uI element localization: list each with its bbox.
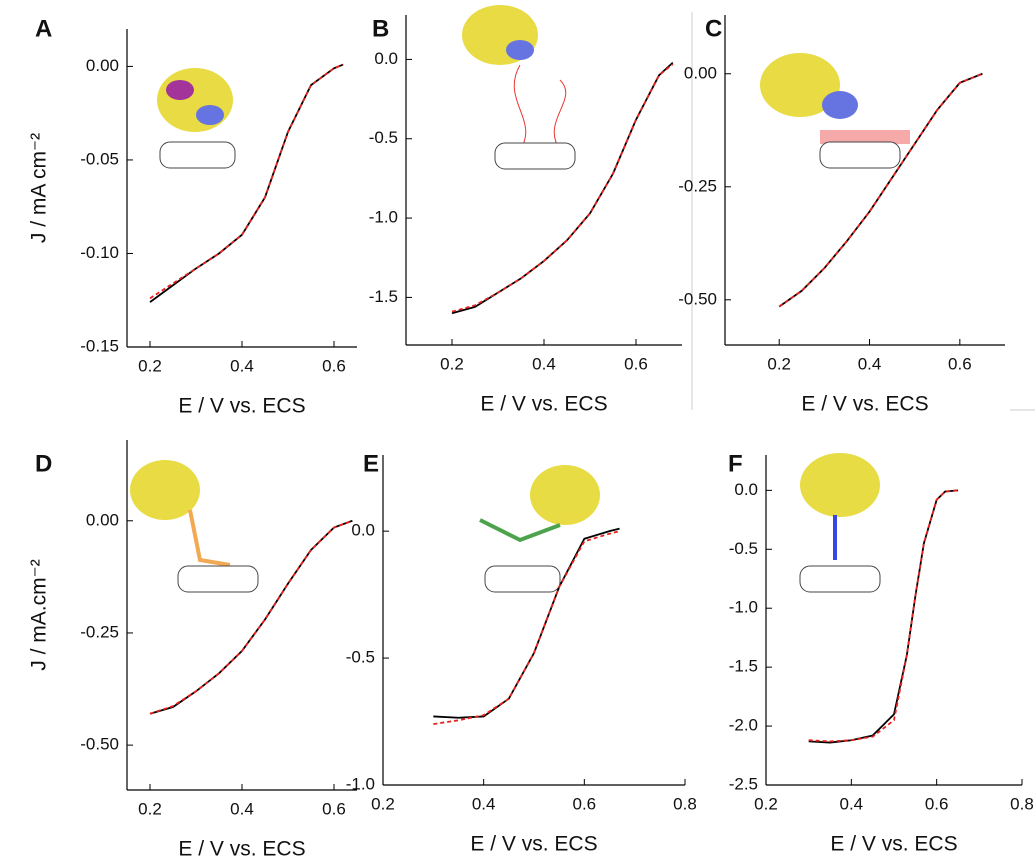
- enzyme-part: [166, 80, 194, 100]
- y-axis-title: J / mA cm⁻²: [28, 133, 51, 243]
- nanotube: [159, 141, 236, 169]
- y-tick-label: -0.25: [678, 176, 717, 195]
- y-tick-label: -1.0: [369, 208, 398, 227]
- nanotube: [484, 565, 561, 593]
- linker: [513, 64, 567, 151]
- x-tick-label: 0.2: [767, 354, 791, 373]
- y-tick-label: -0.05: [80, 149, 119, 168]
- nanotube: [799, 565, 881, 593]
- y-tick-label: -1.5: [369, 287, 398, 306]
- y-tick-label: -0.5: [346, 648, 375, 667]
- data-line: [433, 530, 620, 725]
- y-axis-title: J / mA.cm⁻²: [28, 559, 51, 670]
- enzyme: [157, 68, 233, 132]
- y-tick-label: -0.25: [80, 622, 119, 641]
- data-line: [149, 519, 353, 715]
- data-line: [808, 489, 959, 743]
- y-tick-label: 0.0: [351, 521, 375, 540]
- x-tick-label: 0.6: [322, 799, 346, 818]
- y-tick-label: -1.0: [729, 598, 758, 617]
- x-tick-label: 0.4: [472, 794, 496, 813]
- y-tick-label: 0.0: [374, 49, 398, 68]
- x-tick-label: 0.8: [673, 794, 697, 813]
- x-tick-label: 0.6: [573, 794, 597, 813]
- x-tick-label: 0.2: [371, 794, 395, 813]
- x-tick-label: 0.4: [858, 354, 882, 373]
- y-tick-label: -0.50: [80, 735, 119, 754]
- x-tick-label: 0.2: [138, 799, 162, 818]
- panel-label: B: [372, 15, 389, 42]
- x-axis-title: E / V vs. ECS: [801, 393, 928, 416]
- panel-label: C: [705, 15, 722, 42]
- y-tick-label: -0.50: [678, 289, 717, 308]
- panel-label: E: [363, 450, 379, 477]
- x-tick-label: 0.6: [925, 794, 949, 813]
- x-tick-label: 0.6: [624, 354, 648, 373]
- y-tick-label: 0.00: [86, 510, 119, 529]
- y-tick-label: -0.5: [369, 128, 398, 147]
- x-tick-label: 0.4: [840, 794, 864, 813]
- x-tick-label: 0.2: [754, 794, 778, 813]
- x-tick-label: 0.6: [948, 354, 972, 373]
- enzyme-part: [822, 91, 858, 119]
- enzyme: [800, 453, 880, 517]
- x-tick-label: 0.2: [440, 354, 464, 373]
- x-axis-title: E / V vs. ECS: [178, 395, 305, 418]
- y-tick-label: 0.0: [734, 480, 758, 499]
- panel-label: A: [35, 15, 52, 42]
- data-line: [149, 63, 344, 300]
- x-axis-title: E / V vs. ECS: [830, 833, 957, 856]
- enzyme-part: [506, 40, 534, 60]
- nanotube: [177, 565, 259, 593]
- data-line: [451, 63, 674, 313]
- x-axis-title: E / V vs. ECS: [470, 833, 597, 856]
- x-tick-label: 0.4: [230, 799, 254, 818]
- y-tick-label: -0.15: [80, 336, 119, 355]
- y-tick-label: -1.0: [346, 774, 375, 793]
- enzyme: [130, 460, 200, 520]
- nanotube: [819, 141, 901, 169]
- x-tick-label: 0.8: [1010, 794, 1034, 813]
- enzyme: [760, 53, 840, 117]
- data-line: [778, 72, 983, 308]
- x-tick-label: 0.6: [322, 356, 346, 375]
- enzyme-part: [196, 105, 224, 125]
- panel-label: F: [728, 450, 743, 477]
- x-tick-label: 0.4: [532, 354, 556, 373]
- x-axis-title: E / V vs. ECS: [178, 838, 305, 861]
- y-tick-label: 0.00: [684, 63, 717, 82]
- nanotube: [494, 142, 576, 170]
- y-tick-label: -0.10: [80, 243, 119, 262]
- y-tick-label: -0.5: [729, 539, 758, 558]
- y-tick-label: -2.0: [729, 716, 758, 735]
- linker: [820, 130, 910, 144]
- linker: [188, 509, 231, 567]
- x-tick-label: 0.4: [230, 356, 254, 375]
- x-axis-title: E / V vs. ECS: [480, 393, 607, 416]
- y-tick-label: 0.00: [86, 56, 119, 75]
- panel-label: D: [35, 450, 52, 477]
- y-tick-label: -1.5: [729, 657, 758, 676]
- linker: [479, 518, 561, 543]
- y-tick-label: -2.5: [729, 774, 758, 793]
- enzyme: [530, 465, 600, 525]
- x-tick-label: 0.2: [138, 356, 162, 375]
- illustration: [130, 5, 910, 593]
